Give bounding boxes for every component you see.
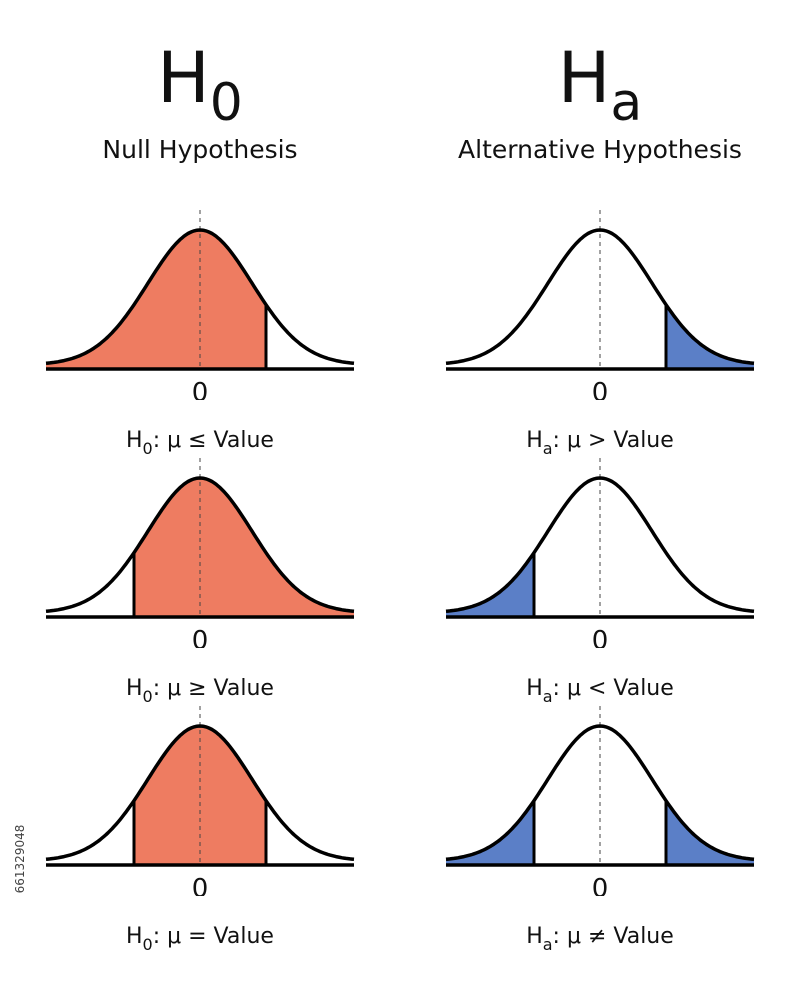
eq-text: : μ = Value (152, 924, 274, 949)
eq-base: H (126, 428, 143, 453)
zero-tick-label: 0 (192, 874, 209, 896)
stock-id-label: 661329048 (13, 824, 27, 894)
eq-text: : μ ≥ Value (152, 676, 274, 701)
normal-curve (45, 724, 355, 862)
null-curve-1: 0 (45, 210, 355, 400)
alt-equation-3: Ha: μ ≠ Value (400, 924, 800, 954)
eq-subscript: 0 (142, 935, 153, 954)
alt-panel-2: 0 Ha: μ < Value (400, 448, 800, 706)
eq-subscript: 0 (142, 687, 153, 706)
alt-panel-3: 0 Ha: μ ≠ Value (400, 696, 800, 954)
null-curve-3: 0 (45, 706, 355, 896)
normal-curve (445, 476, 755, 614)
zero-tick-label: 0 (592, 378, 609, 400)
alt-curve-3: 0 (445, 706, 755, 896)
normal-curve (445, 228, 755, 366)
alternative-hypothesis-title: Alternative Hypothesis (458, 135, 742, 164)
alt-equation-2: Ha: μ < Value (400, 676, 800, 706)
shaded-region (46, 230, 266, 368)
alt-curve-2: 0 (445, 458, 755, 648)
eq-subscript: a (542, 687, 553, 706)
null-symbol-base: H (157, 37, 210, 119)
alt-panel-1: 0 Ha: μ > Value (400, 200, 800, 458)
eq-text: : μ ≠ Value (552, 924, 674, 949)
eq-subscript: a (542, 439, 553, 458)
alt-symbol-base: H (557, 37, 611, 119)
eq-base: H (526, 428, 543, 453)
zero-tick-label: 0 (192, 626, 209, 648)
eq-text: : μ < Value (552, 676, 674, 701)
eq-base: H (526, 676, 543, 701)
alt-curve-1: 0 (445, 210, 755, 400)
shaded-region (666, 304, 754, 368)
shaded-region (666, 800, 754, 864)
alternative-hypothesis-header: Ha Alternative Hypothesis (400, 38, 800, 166)
eq-base: H (126, 676, 143, 701)
eq-base: H (526, 924, 543, 949)
eq-text: : μ ≤ Value (152, 428, 274, 453)
null-panel-3: 0 H0: μ = Value (0, 696, 400, 954)
alt-symbol-subscript: a (610, 73, 643, 133)
alternative-hypothesis-symbol: Ha (400, 38, 800, 134)
null-curve-2: 0 (45, 458, 355, 648)
zero-tick-label: 0 (592, 626, 609, 648)
null-panel-1: 0 H0: μ ≤ Value (0, 200, 400, 458)
shaded-region (134, 478, 354, 616)
eq-subscript: a (542, 935, 553, 954)
eq-base: H (126, 924, 143, 949)
normal-curve (445, 724, 755, 862)
null-hypothesis-title: Null Hypothesis (102, 135, 298, 164)
normal-curve (45, 228, 355, 366)
null-hypothesis-header: H0 Null Hypothesis (0, 38, 400, 166)
null-equation-2: H0: μ ≥ Value (0, 676, 400, 706)
null-panel-2: 0 H0: μ ≥ Value (0, 448, 400, 706)
eq-subscript: 0 (142, 439, 153, 458)
null-equation-1: H0: μ ≤ Value (0, 428, 400, 458)
zero-tick-label: 0 (192, 378, 209, 400)
shaded-region (446, 800, 534, 864)
shaded-region (446, 552, 534, 616)
null-equation-3: H0: μ = Value (0, 924, 400, 954)
eq-text: : μ > Value (552, 428, 674, 453)
null-symbol-subscript: 0 (209, 73, 243, 133)
zero-tick-label: 0 (592, 874, 609, 896)
alt-equation-1: Ha: μ > Value (400, 428, 800, 458)
normal-curve (45, 476, 355, 614)
null-hypothesis-symbol: H0 (0, 38, 400, 134)
